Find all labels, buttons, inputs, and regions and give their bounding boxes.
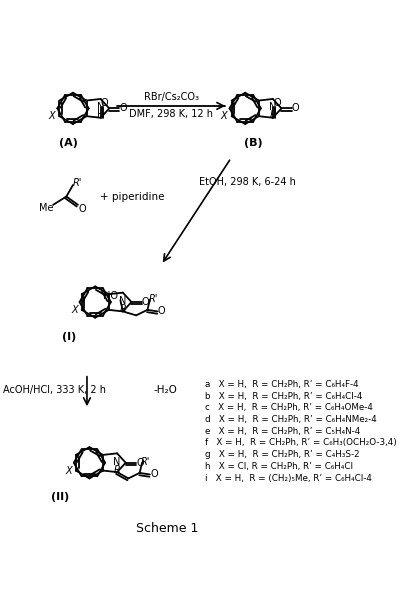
Text: R': R' bbox=[149, 293, 158, 303]
Text: c   X = H,  R = CH₂Ph, R’ = C₆H₄OMe-4: c X = H, R = CH₂Ph, R’ = C₆H₄OMe-4 bbox=[205, 403, 373, 412]
Text: H: H bbox=[97, 111, 104, 120]
Text: O: O bbox=[292, 104, 300, 114]
Text: N: N bbox=[119, 296, 126, 306]
Text: RBr/Cs₂CO₃: RBr/Cs₂CO₃ bbox=[144, 92, 199, 102]
Text: EtOH, 298 K, 6-24 h: EtOH, 298 K, 6-24 h bbox=[199, 177, 296, 187]
Text: h   X = Cl, R = CH₂Ph, R’ = C₆H₄Cl: h X = Cl, R = CH₂Ph, R’ = C₆H₄Cl bbox=[205, 462, 353, 471]
Text: O: O bbox=[150, 469, 158, 480]
Text: g   X = H,  R = CH₂Ph, R’ = C₄H₃S-2: g X = H, R = CH₂Ph, R’ = C₄H₃S-2 bbox=[205, 450, 360, 459]
Text: (B): (B) bbox=[244, 138, 263, 148]
Text: d   X = H,  R = CH₂Ph, R’ = C₆H₄NMe₂-4: d X = H, R = CH₂Ph, R’ = C₆H₄NMe₂-4 bbox=[205, 415, 377, 424]
Text: O: O bbox=[101, 98, 109, 108]
Text: i   X = H,  R = (CH₂)₅Me, R’ = C₆H₄Cl-4: i X = H, R = (CH₂)₅Me, R’ = C₆H₄Cl-4 bbox=[205, 474, 372, 483]
Text: O: O bbox=[136, 458, 144, 468]
Text: R: R bbox=[120, 304, 126, 314]
Text: e   X = H,  R = CH₂Ph, R’ = C₅H₄N-4: e X = H, R = CH₂Ph, R’ = C₅H₄N-4 bbox=[205, 427, 360, 436]
Text: -H₂O: -H₂O bbox=[154, 385, 177, 395]
Text: DMF, 298 K, 12 h: DMF, 298 K, 12 h bbox=[129, 109, 213, 119]
Text: O: O bbox=[120, 104, 127, 114]
Text: R': R' bbox=[73, 177, 82, 187]
Text: O: O bbox=[158, 306, 166, 317]
Text: O: O bbox=[142, 297, 149, 307]
Text: b   X = H,  R = CH₂Ph, R’ = C₆H₄Cl-4: b X = H, R = CH₂Ph, R’ = C₆H₄Cl-4 bbox=[205, 392, 362, 400]
Text: + piperidine: + piperidine bbox=[100, 192, 164, 202]
Text: R: R bbox=[269, 111, 276, 120]
Text: (II): (II) bbox=[51, 492, 70, 502]
Text: Me: Me bbox=[39, 203, 54, 213]
Text: Scheme 1: Scheme 1 bbox=[136, 522, 198, 535]
Text: N: N bbox=[114, 456, 121, 466]
Text: AcOH/HCl, 333 K, 2 h: AcOH/HCl, 333 K, 2 h bbox=[2, 385, 105, 395]
Text: O: O bbox=[273, 98, 281, 108]
Text: X: X bbox=[65, 465, 72, 475]
Text: N: N bbox=[269, 102, 277, 112]
Text: (A): (A) bbox=[59, 138, 78, 148]
Text: X: X bbox=[48, 111, 55, 121]
Text: a   X = H,  R = CH₂Ph, R’ = C₆H₄F-4: a X = H, R = CH₂Ph, R’ = C₆H₄F-4 bbox=[205, 380, 358, 389]
Text: X: X bbox=[221, 111, 227, 121]
Text: O: O bbox=[78, 204, 86, 214]
Text: X: X bbox=[71, 305, 78, 315]
Text: f   X = H,  R = CH₂Ph, R’ = C₆H₃(OCH₂O-3,4): f X = H, R = CH₂Ph, R’ = C₆H₃(OCH₂O-3,4) bbox=[205, 439, 397, 447]
Text: (I): (I) bbox=[62, 331, 76, 342]
Text: N: N bbox=[97, 102, 104, 112]
Text: R: R bbox=[114, 465, 120, 475]
Text: HO: HO bbox=[103, 291, 118, 301]
Text: R': R' bbox=[141, 456, 150, 466]
